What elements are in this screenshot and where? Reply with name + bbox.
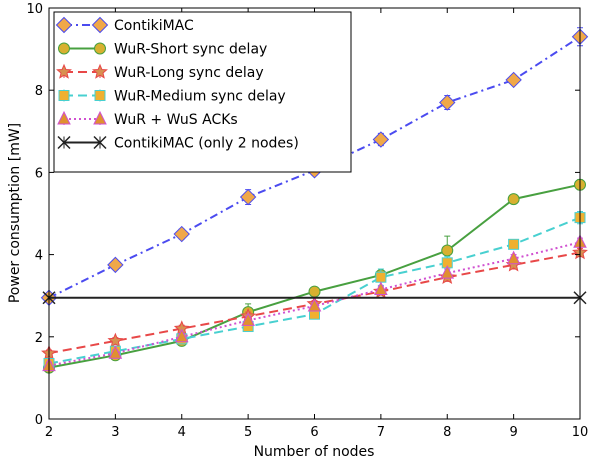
data-point [372,131,390,148]
x-axis-label: Number of nodes [254,444,375,460]
legend-marker [92,63,108,79]
legend-marker [58,90,70,101]
legend: ContikiMAC WuR-Short sync delay WuR-Long s… [53,11,352,173]
y-tick-label: 0 [35,413,43,428]
legend-label: WuR-Medium sync delay [114,89,286,105]
legend-marker [94,90,106,101]
legend-label: ContikiMAC (only 2 nodes) [114,136,299,152]
data-point [174,328,189,343]
legend-marker [93,110,107,125]
y-tick-label: 8 [35,84,43,99]
legend-entry-4: WuR + WuS ACKs [57,110,238,128]
data-point [505,71,522,89]
data-point [307,297,322,312]
y-axis-label: Power consumption [mW] [7,123,23,303]
data-point [241,312,255,326]
data-point [506,250,521,265]
legend-label: WuR-Long sync delay [114,65,264,81]
data-point [107,332,124,348]
data-point [439,94,456,111]
x-tick-label: 3 [111,425,119,440]
legend-marker [56,63,72,79]
legend-marker [93,135,107,150]
data-point [173,225,190,243]
x-tick-label: 10 [572,425,589,440]
data-point [508,238,520,250]
legend-entry-2: WuR-Long sync delay [56,63,264,81]
x-tick-label: 6 [310,425,318,440]
x-tick-label: 4 [178,425,186,440]
data-point [308,285,321,298]
y-tick-label: 4 [35,249,43,264]
legend-label: ContikiMAC [114,18,194,34]
x-tick-label: 8 [443,425,451,440]
data-point [239,188,257,206]
legend-entry-3: WuR-Medium sync delay [58,89,286,105]
series-line-4 [48,241,581,367]
data-point [441,244,454,257]
series-1 [43,178,586,374]
x-tick-label: 9 [509,425,517,440]
data-point [107,256,124,274]
legend-marker [58,42,70,55]
x-tick-label: 2 [45,425,53,440]
legend-entry-0: ContikiMAC [55,16,194,34]
legend-marker [57,135,71,150]
legend-marker [57,110,71,125]
legend-entry-5: ContikiMAC (only 2 nodes) [57,135,299,152]
series-line-1 [48,183,581,369]
data-point [375,271,387,283]
legend-marker [94,42,106,55]
y-tick-label: 6 [35,166,43,181]
data-point [507,193,520,206]
data-point [374,281,388,296]
data-point [440,264,455,279]
x-tick-label: 7 [377,425,385,440]
legend-marker [91,16,109,34]
y-tick-label: 2 [35,331,43,346]
y-tick-label: 10 [26,2,43,17]
legend-label: WuR-Short sync delay [114,42,267,58]
x-tick-label: 5 [244,425,252,440]
data-point [108,345,123,359]
legend-entry-1: WuR-Short sync delay [58,42,267,58]
legend-label: WuR + WuS ACKs [114,112,238,128]
legend-marker [55,16,73,34]
